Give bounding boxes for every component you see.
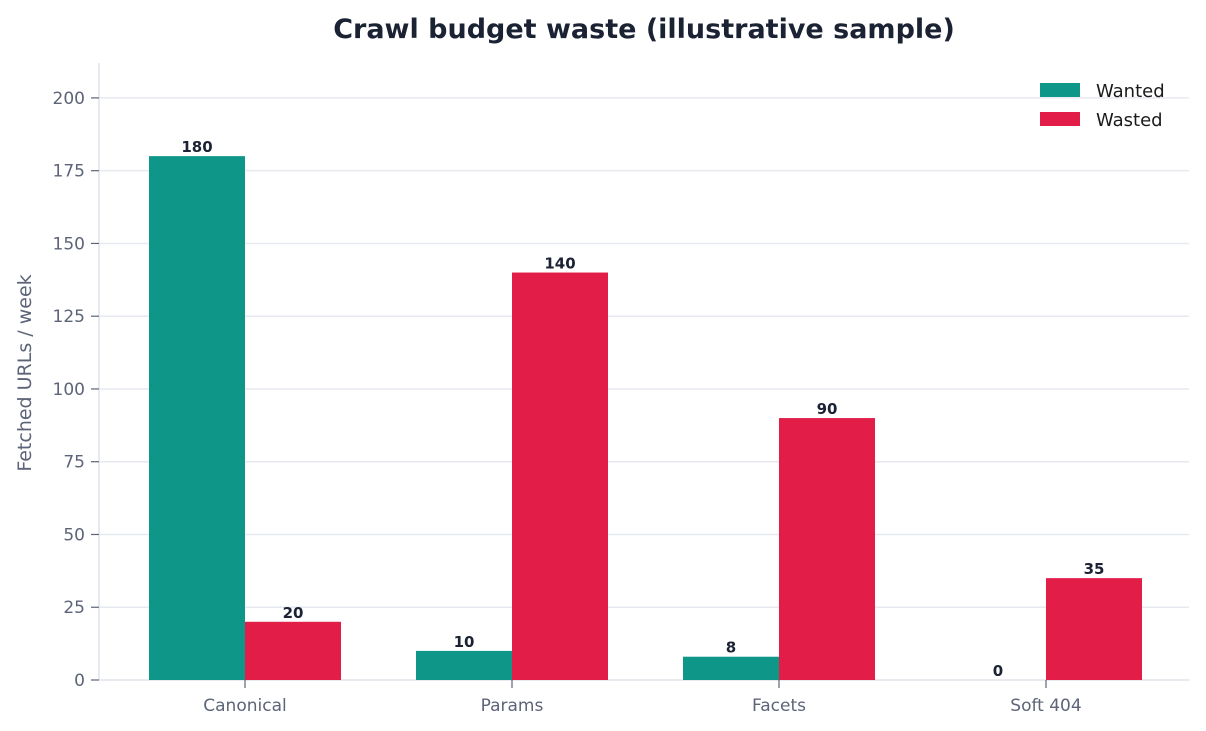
legend-label-wanted: Wanted	[1096, 81, 1165, 102]
bar-wanted-params[interactable]	[416, 650, 512, 680]
bar-wanted-facets[interactable]	[683, 656, 779, 680]
x-tick-label: Facets	[752, 696, 806, 716]
bar-wasted-canonical[interactable]	[245, 621, 341, 680]
data-labels: 180 20 10 140 8 90 0 35	[181, 138, 1104, 680]
y-tick-label: 75	[63, 453, 85, 473]
x-tick-label: Canonical	[203, 696, 286, 716]
legend-label-wasted: Wasted	[1096, 110, 1163, 131]
bars	[149, 156, 1142, 680]
bar-wasted-soft-404[interactable]	[1046, 578, 1142, 680]
x-tick-label: Params	[481, 696, 544, 716]
data-label: 35	[1084, 560, 1105, 578]
y-tick-label: 175	[53, 162, 85, 182]
data-label: 180	[181, 138, 212, 156]
y-tick-label: 125	[53, 307, 85, 327]
data-label: 10	[454, 633, 475, 651]
y-tick-label: 200	[53, 89, 85, 109]
y-tick-label: 50	[63, 525, 85, 545]
data-label: 140	[544, 255, 575, 273]
y-tick-label: 0	[74, 671, 85, 691]
legend[interactable]: Wanted Wasted	[1040, 81, 1165, 131]
chart-title: Crawl budget waste (illustrative sample)	[333, 14, 955, 45]
data-label: 0	[993, 662, 1003, 680]
axes	[98, 63, 1189, 681]
grid-lines	[99, 97, 1189, 608]
y-axis-ticks: 0 25 50 75 100 125 150 175 200	[53, 89, 99, 691]
x-axis-ticks: Canonical Params Facets Soft 404	[203, 680, 1082, 716]
y-tick-label: 150	[53, 234, 85, 254]
data-label: 20	[283, 604, 304, 622]
y-tick-label: 100	[53, 380, 85, 400]
bar-wanted-canonical[interactable]	[149, 156, 245, 680]
legend-swatch-wasted	[1040, 112, 1080, 126]
bar-wasted-facets[interactable]	[779, 418, 875, 680]
legend-swatch-wanted	[1040, 83, 1080, 97]
data-label: 90	[817, 400, 838, 418]
data-label: 8	[726, 639, 736, 657]
bar-wasted-params[interactable]	[512, 272, 608, 680]
y-tick-label: 25	[63, 598, 85, 618]
y-axis-label: Fetched URLs / week	[14, 274, 36, 471]
x-tick-label: Soft 404	[1010, 696, 1081, 716]
